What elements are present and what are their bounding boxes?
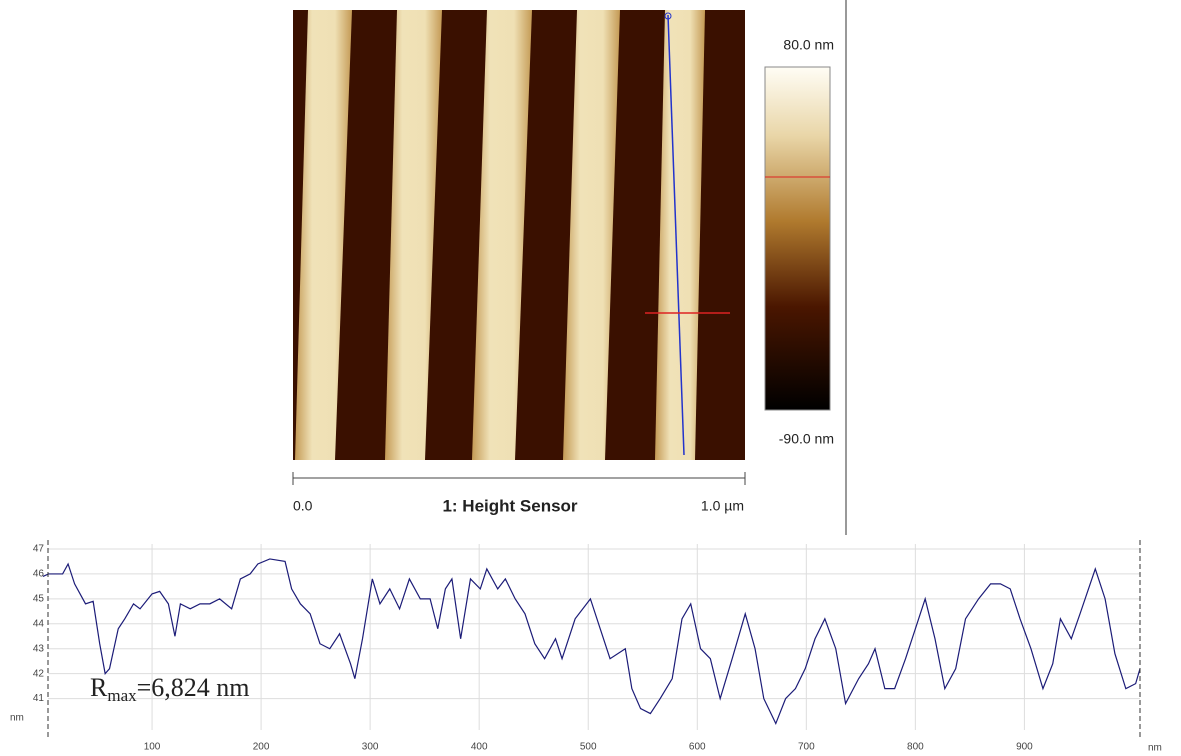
annotation-base: R [90,673,108,702]
profile-line [42,558,1141,726]
y-tick-label: 44 [33,618,45,629]
y-axis-label: nm [10,713,24,724]
x-tick-label: 200 [253,742,270,753]
x-tick-label: 400 [471,742,488,753]
y-tick-label: 41 [33,693,45,704]
x-axis-label: nm [1148,743,1162,754]
colorbar-max: 80.0 nm [783,37,834,53]
afm-image [293,10,745,460]
x-tick-label: 900 [1016,742,1033,753]
colorbar [764,66,831,411]
x-tick-label: 600 [689,742,706,753]
colorbar-min: -90.0 nm [779,431,834,447]
annotation-rest: =6,824 nm [137,673,250,702]
y-tick-label: 43 [33,643,45,654]
annotation-sub: max [107,686,137,705]
profile-plot: 41 42 43 44 45 46 47 100 200 300 400 500 600 700 800 90… [33,544,1141,753]
y-tick-label: 46 [33,569,45,580]
y-tick-label: 45 [33,593,45,604]
image-title: 1: Height Sensor [442,496,577,515]
y-tick-label: 42 [33,668,45,679]
scale-start: 0.0 [293,498,313,514]
x-tick-label: 500 [580,742,597,753]
x-tick-label: 300 [362,742,379,753]
x-tick-label: 700 [798,742,815,753]
x-tick-label: 800 [907,742,924,753]
annotation: Rmax=6,824 nm [90,673,250,705]
x-tick-label: 100 [144,742,161,753]
scale-end: 1.0 µm [701,498,744,514]
y-tick-label: 47 [33,544,45,555]
